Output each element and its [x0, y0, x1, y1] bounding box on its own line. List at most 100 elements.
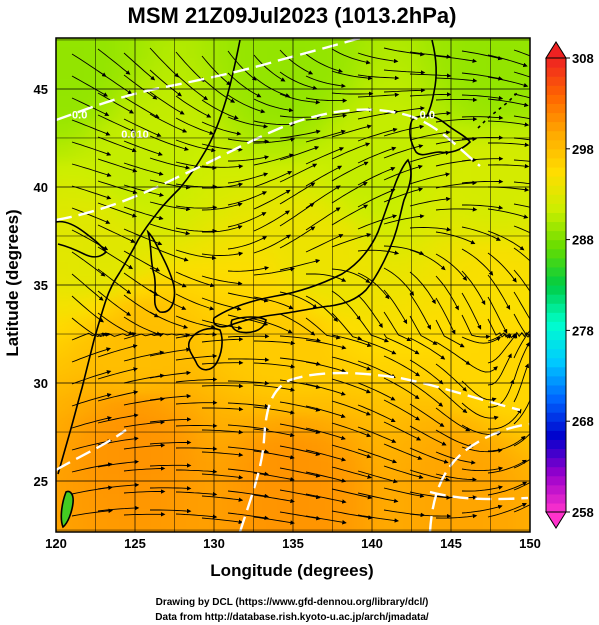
- streamline: [123, 332, 164, 340]
- heat-cell: [482, 38, 500, 43]
- heat-cell: [419, 532, 436, 553]
- streamline: [97, 482, 140, 490]
- streamline: [383, 106, 425, 115]
- streamline: [357, 249, 400, 255]
- streamline: [487, 230, 525, 251]
- streamline: [461, 402, 499, 421]
- heat-cell: [150, 355, 168, 377]
- heat-cell: [245, 335, 263, 357]
- streamline: [279, 71, 318, 90]
- heat-cell: [451, 355, 468, 377]
- streamline: [435, 363, 467, 392]
- heat-cell: [103, 41, 121, 63]
- heat-cell: [151, 532, 168, 553]
- streamline: [149, 69, 182, 97]
- heat-cell: [356, 41, 373, 63]
- heat-cell: [71, 179, 89, 200]
- heat-cell: [119, 335, 136, 357]
- streamline: [513, 313, 530, 338]
- streamline: [123, 140, 163, 156]
- y-axis-label: Latitude (degrees): [3, 209, 22, 356]
- heat-cell: [245, 237, 263, 259]
- streamline: [175, 377, 218, 383]
- heat-cell: [150, 375, 168, 396]
- heat-cell: [182, 100, 200, 122]
- streamline: [227, 138, 270, 144]
- contour-lines: [56, 38, 530, 532]
- streamline: [513, 181, 530, 185]
- colorbar-segment: [546, 239, 566, 250]
- heat-cell: [340, 198, 358, 220]
- heat-cell: [214, 38, 231, 43]
- colorbar-bottom-arrow: [545, 511, 567, 529]
- heat-cell: [403, 218, 421, 239]
- streamline: [305, 185, 341, 209]
- streamline: [383, 487, 425, 499]
- heat-cell: [530, 179, 547, 200]
- heat-cell: [293, 100, 310, 122]
- colorbar-segment: [546, 248, 566, 259]
- heat-cell: [119, 355, 136, 377]
- streamline: [305, 97, 348, 103]
- heat-cell: [356, 296, 373, 318]
- heat-cell: [498, 316, 516, 337]
- heat-cell: [56, 296, 57, 318]
- heat-cell: [419, 433, 437, 455]
- heat-cell: [56, 296, 73, 318]
- heat-cell: [387, 453, 405, 475]
- colorbar-segment: [546, 121, 566, 132]
- streamline: [513, 341, 530, 381]
- heat-cell: [482, 159, 500, 181]
- heat-cell: [451, 100, 468, 122]
- heat-cell: [435, 81, 452, 102]
- streamline: [435, 407, 471, 432]
- heat-cell: [482, 512, 500, 532]
- heat-cell: [103, 120, 121, 141]
- colorbar-segment: [546, 294, 566, 304]
- streamline: [227, 334, 270, 339]
- heat-cell: [230, 532, 247, 553]
- heat-cell: [325, 532, 342, 553]
- heat-cell: [466, 335, 484, 357]
- heat-cell: [387, 296, 405, 318]
- heat-cell: [214, 492, 231, 514]
- heat-cell: [482, 237, 500, 259]
- streamline: [462, 204, 504, 210]
- heat-cell: [356, 453, 373, 475]
- streamline: [487, 54, 528, 68]
- heat-cell: [150, 120, 168, 141]
- colorbar-segment: [546, 321, 566, 331]
- heat-cell: [87, 237, 105, 259]
- streamline: [513, 481, 530, 491]
- streamline: [305, 113, 348, 121]
- colorbar-segment: [546, 112, 566, 123]
- heat-cell: [87, 512, 105, 532]
- heat-cell: [87, 296, 105, 318]
- heat-cell: [419, 61, 437, 83]
- heat-cell: [56, 375, 73, 396]
- streamline: [383, 465, 424, 479]
- heat-cell: [482, 179, 500, 200]
- streamline: [253, 98, 294, 113]
- streamline: [201, 451, 244, 458]
- streamline: [331, 70, 373, 81]
- heat-cell: [419, 355, 437, 377]
- streamline: [305, 53, 343, 73]
- heat-cell: [277, 218, 294, 239]
- streamline: [71, 332, 110, 341]
- streamline: [149, 135, 189, 151]
- colorbar-segment: [546, 457, 566, 468]
- streamline: [461, 358, 498, 373]
- streamline: [253, 472, 295, 482]
- heat-cell: [466, 296, 484, 318]
- streamline: [227, 72, 262, 98]
- heat-cell: [435, 139, 452, 161]
- streamline: [97, 459, 139, 468]
- streamline: [71, 119, 111, 136]
- streamline: [461, 135, 504, 140]
- heat-cell: [293, 355, 310, 377]
- heat-cell: [340, 120, 358, 141]
- heat-cell: [261, 375, 279, 396]
- streamline: [357, 382, 396, 401]
- heat-cell: [119, 61, 136, 83]
